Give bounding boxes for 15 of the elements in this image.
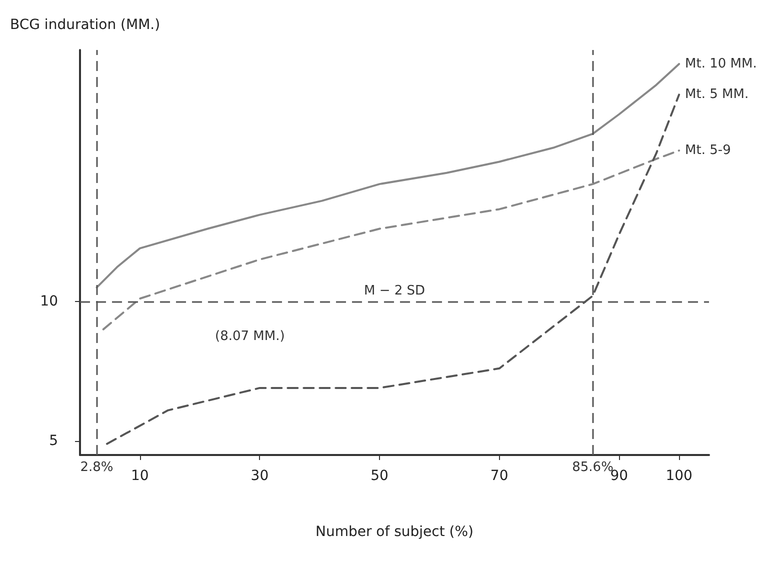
y-tick-label: 5 [49, 433, 58, 450]
x-tick-label: 30 [250, 468, 269, 484]
x-tick-label: 10 [130, 468, 149, 484]
x-tick-label: 50 [370, 468, 388, 484]
x-tick-label: 100 [666, 468, 692, 484]
series-label: Mt. 5 MM. [685, 87, 749, 102]
y-axis-title: BCG induration (MM.) [10, 17, 160, 33]
line-series [102, 150, 680, 330]
x-tick-label: 70 [490, 468, 508, 484]
annotation: (8.07 MM.) [215, 329, 285, 344]
series-label: Mt. 5-9 [685, 143, 731, 158]
ref-line-label: M − 2 SD [364, 283, 426, 298]
ref-line-label: 2.8% [80, 460, 114, 475]
x-axis-title: Number of subject (%) [315, 524, 474, 540]
series-label: Mt. 10 MM. [685, 56, 757, 72]
